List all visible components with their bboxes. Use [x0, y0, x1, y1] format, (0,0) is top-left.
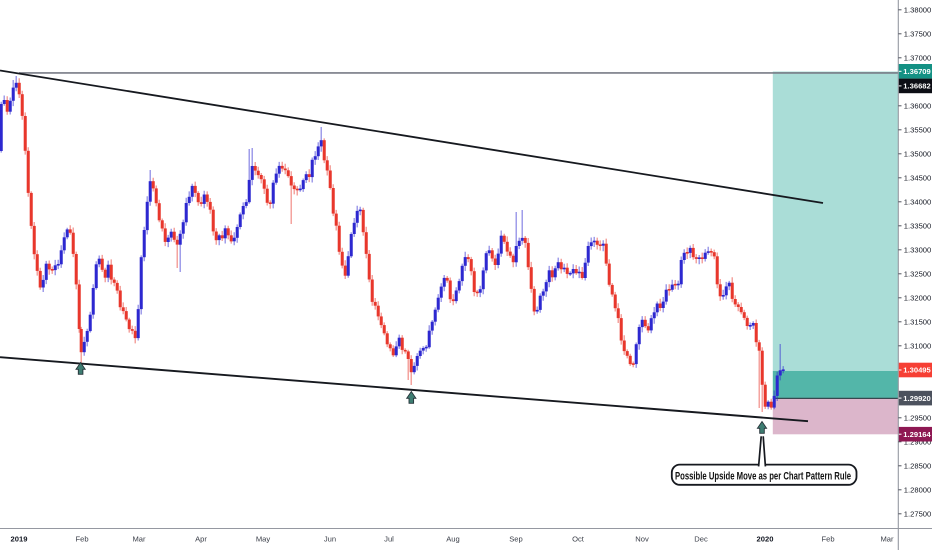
svg-text:May: May: [256, 535, 271, 544]
svg-text:1.31500: 1.31500: [904, 317, 931, 326]
svg-text:1.31000: 1.31000: [904, 341, 931, 350]
svg-text:1.35500: 1.35500: [904, 125, 931, 134]
svg-text:1.28500: 1.28500: [904, 461, 931, 470]
svg-text:Feb: Feb: [821, 535, 834, 544]
svg-text:Sep: Sep: [509, 535, 523, 544]
svg-text:2019: 2019: [11, 535, 28, 544]
svg-text:Jun: Jun: [324, 535, 336, 544]
svg-text:1.27500: 1.27500: [904, 509, 931, 518]
svg-text:1.33500: 1.33500: [904, 221, 931, 230]
svg-text:2020: 2020: [757, 535, 774, 544]
svg-text:1.37000: 1.37000: [904, 53, 931, 62]
svg-text:1.36682: 1.36682: [903, 82, 930, 91]
svg-text:1.36709: 1.36709: [903, 67, 930, 76]
svg-text:1.32500: 1.32500: [904, 269, 931, 278]
svg-text:1.34500: 1.34500: [904, 173, 931, 182]
svg-text:Feb: Feb: [75, 535, 88, 544]
svg-text:Oct: Oct: [572, 535, 585, 544]
svg-text:Aug: Aug: [446, 535, 460, 544]
svg-text:Jul: Jul: [384, 535, 394, 544]
svg-text:1.29164: 1.29164: [903, 430, 931, 439]
svg-text:1.29920: 1.29920: [903, 394, 930, 403]
svg-text:Dec: Dec: [694, 535, 708, 544]
svg-text:1.35000: 1.35000: [904, 149, 931, 158]
svg-text:Apr: Apr: [195, 535, 207, 544]
svg-text:1.28000: 1.28000: [904, 485, 931, 494]
svg-text:Mar: Mar: [132, 535, 146, 544]
svg-text:1.29500: 1.29500: [904, 413, 931, 422]
svg-text:1.30495: 1.30495: [903, 366, 931, 375]
svg-text:1.32000: 1.32000: [904, 293, 931, 302]
svg-text:1.38000: 1.38000: [904, 5, 931, 14]
svg-text:1.33000: 1.33000: [904, 245, 931, 254]
svg-text:Possible Upside Move as per Ch: Possible Upside Move as per Chart Patter…: [675, 471, 851, 483]
svg-text:Nov: Nov: [635, 535, 649, 544]
svg-text:Mar: Mar: [880, 535, 894, 544]
svg-text:1.37500: 1.37500: [904, 29, 931, 38]
svg-text:1.29000: 1.29000: [904, 437, 931, 446]
svg-text:1.34000: 1.34000: [904, 197, 931, 206]
svg-text:1.36000: 1.36000: [904, 101, 931, 110]
